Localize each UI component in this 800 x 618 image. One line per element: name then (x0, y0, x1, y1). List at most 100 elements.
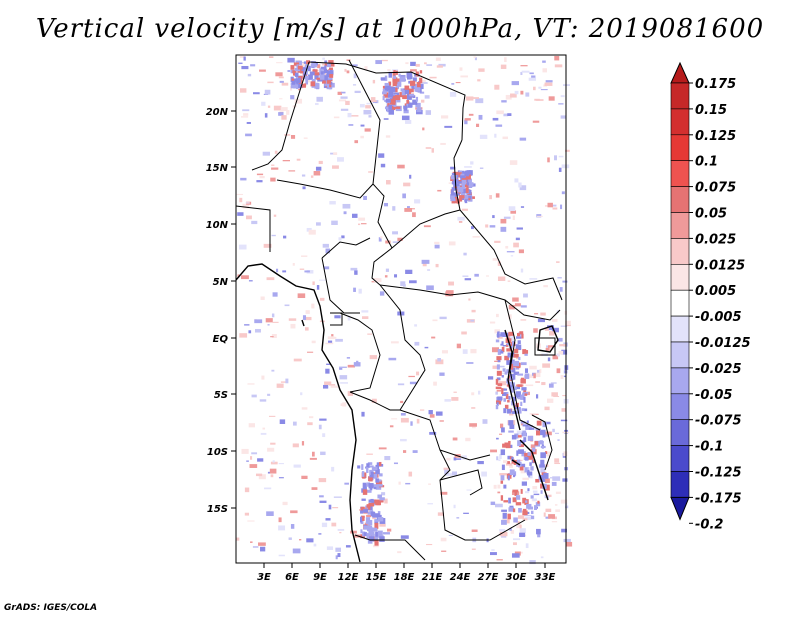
field-cell (345, 100, 350, 106)
field-cell (301, 255, 308, 257)
field-cell (507, 399, 510, 403)
field-cell (384, 202, 389, 207)
field-cell (470, 348, 477, 354)
field-cell (266, 277, 275, 281)
field-cell (544, 451, 551, 457)
field-cell (496, 402, 499, 406)
field-cell (547, 345, 554, 349)
field-cell (274, 150, 278, 154)
field-cell (261, 375, 265, 380)
colorbar-label: -0.005 (695, 310, 742, 325)
field-cell (527, 488, 530, 492)
colorbar-bottom-arrow (670, 496, 690, 521)
field-cell (522, 392, 529, 395)
field-cell (451, 471, 457, 476)
field-cell (440, 537, 447, 542)
field-cell (468, 298, 471, 301)
field-cell (510, 210, 517, 214)
field-cell (471, 407, 476, 409)
border-line (371, 247, 393, 286)
field-cell (295, 84, 299, 90)
field-cell (372, 79, 376, 84)
colorbar-label: 0.125 (695, 129, 736, 144)
field-cell (304, 270, 310, 273)
field-cell (366, 467, 369, 473)
field-cell (416, 418, 420, 424)
field-cell (339, 368, 343, 370)
field-cell (547, 325, 555, 331)
field-cell (251, 452, 258, 455)
colorbar-segment (670, 471, 690, 498)
field-cell (537, 500, 540, 504)
field-cell (415, 96, 419, 102)
field-cell (444, 469, 449, 475)
field-cell (403, 450, 407, 453)
field-cell (516, 408, 522, 414)
field-cell (328, 504, 332, 510)
field-cell (414, 87, 421, 92)
field-cell (303, 137, 308, 139)
field-cell (475, 98, 484, 104)
field-cell (501, 519, 507, 525)
field-cell (561, 191, 565, 195)
field-cell (518, 449, 524, 454)
field-cell (512, 382, 515, 388)
field-cell (535, 381, 540, 383)
field-cell (322, 243, 329, 248)
field-cell (354, 140, 359, 144)
field-cell (328, 340, 333, 344)
field-cell (505, 245, 509, 249)
field-cell (518, 463, 526, 468)
field-cell (559, 287, 563, 292)
field-cell (377, 511, 381, 516)
field-cell (250, 64, 256, 67)
field-cell (263, 243, 272, 248)
field-cell (438, 63, 446, 67)
field-cell (284, 134, 291, 136)
field-cell (514, 348, 519, 354)
field-cell (301, 407, 308, 410)
field-cell (366, 514, 372, 518)
field-cell (380, 236, 383, 239)
field-cell (320, 66, 325, 69)
field-cell (300, 62, 306, 68)
field-cell (248, 330, 252, 334)
field-cell (424, 346, 429, 349)
field-cell (554, 155, 558, 161)
field-cell (464, 119, 468, 125)
field-cell (543, 473, 549, 479)
field-cell (552, 318, 558, 322)
field-cell (558, 167, 562, 172)
field-cell (389, 86, 396, 93)
field-cell (514, 90, 519, 95)
field-cell (301, 174, 306, 177)
field-cell (361, 464, 364, 470)
border-line (321, 257, 360, 314)
field-cell (371, 281, 376, 283)
field-cell (544, 431, 552, 436)
field-cell (302, 315, 307, 320)
field-cell (286, 110, 290, 115)
field-cell (538, 475, 545, 480)
border-line (308, 61, 466, 141)
field-cell (361, 498, 366, 501)
field-cell (471, 309, 476, 313)
field-cell (397, 164, 405, 169)
field-cell (478, 114, 483, 120)
field-cell (513, 242, 519, 248)
field-cell (241, 116, 249, 118)
field-cell (291, 78, 297, 81)
field-cell (415, 102, 421, 108)
field-cell (318, 160, 323, 165)
field-cell (492, 365, 500, 369)
field-cell (514, 303, 521, 307)
field-cell (403, 284, 406, 287)
field-cell (506, 348, 513, 352)
field-cell (360, 510, 364, 514)
border-line (439, 469, 483, 496)
field-cell (458, 172, 462, 178)
lon-tick-label: 6E (285, 572, 299, 583)
field-cell (453, 457, 457, 461)
field-cell (439, 372, 445, 376)
field-cell (487, 376, 494, 380)
